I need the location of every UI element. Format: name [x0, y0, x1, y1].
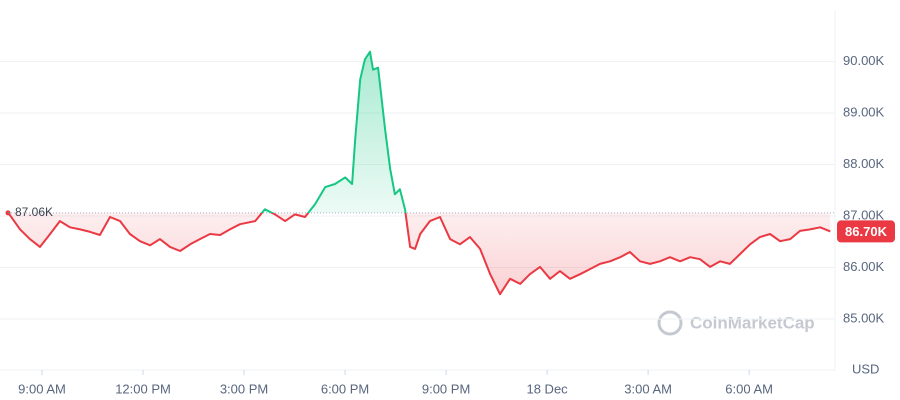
watermark-text: CoinMarketCap: [690, 313, 815, 332]
watermark: CoinMarketCap: [657, 310, 815, 336]
baseline-label: 87.06K: [15, 205, 53, 219]
y-tick-label: 88.00K: [843, 156, 885, 171]
x-tick-label: 9:00 PM: [422, 381, 470, 396]
y-tick-label: 89.00K: [843, 104, 885, 119]
x-tick-label: 6:00 PM: [321, 381, 369, 396]
x-tick-label: 6:00 AM: [725, 381, 773, 396]
area-fill: [8, 51, 831, 295]
price-line: [7, 50, 831, 296]
y-axis-label: USD: [852, 361, 879, 376]
current-price-badge: [837, 220, 895, 243]
y-tick-label: 87.00K: [843, 207, 885, 222]
x-tick-label: 3:00 PM: [220, 381, 268, 396]
y-tick-label: 85.00K: [843, 310, 885, 325]
current-price-label: 86.70K: [845, 224, 888, 239]
x-tick-label: 9:00 AM: [18, 381, 66, 396]
y-tick-label: 90.00K: [843, 53, 885, 68]
watermark-logo: [657, 310, 683, 336]
y-tick-label: 86.00K: [843, 259, 885, 274]
x-tick-label: 3:00 AM: [624, 381, 672, 396]
x-tick-label: 18 Dec: [526, 381, 568, 396]
x-tick-label: 12:00 PM: [115, 381, 171, 396]
